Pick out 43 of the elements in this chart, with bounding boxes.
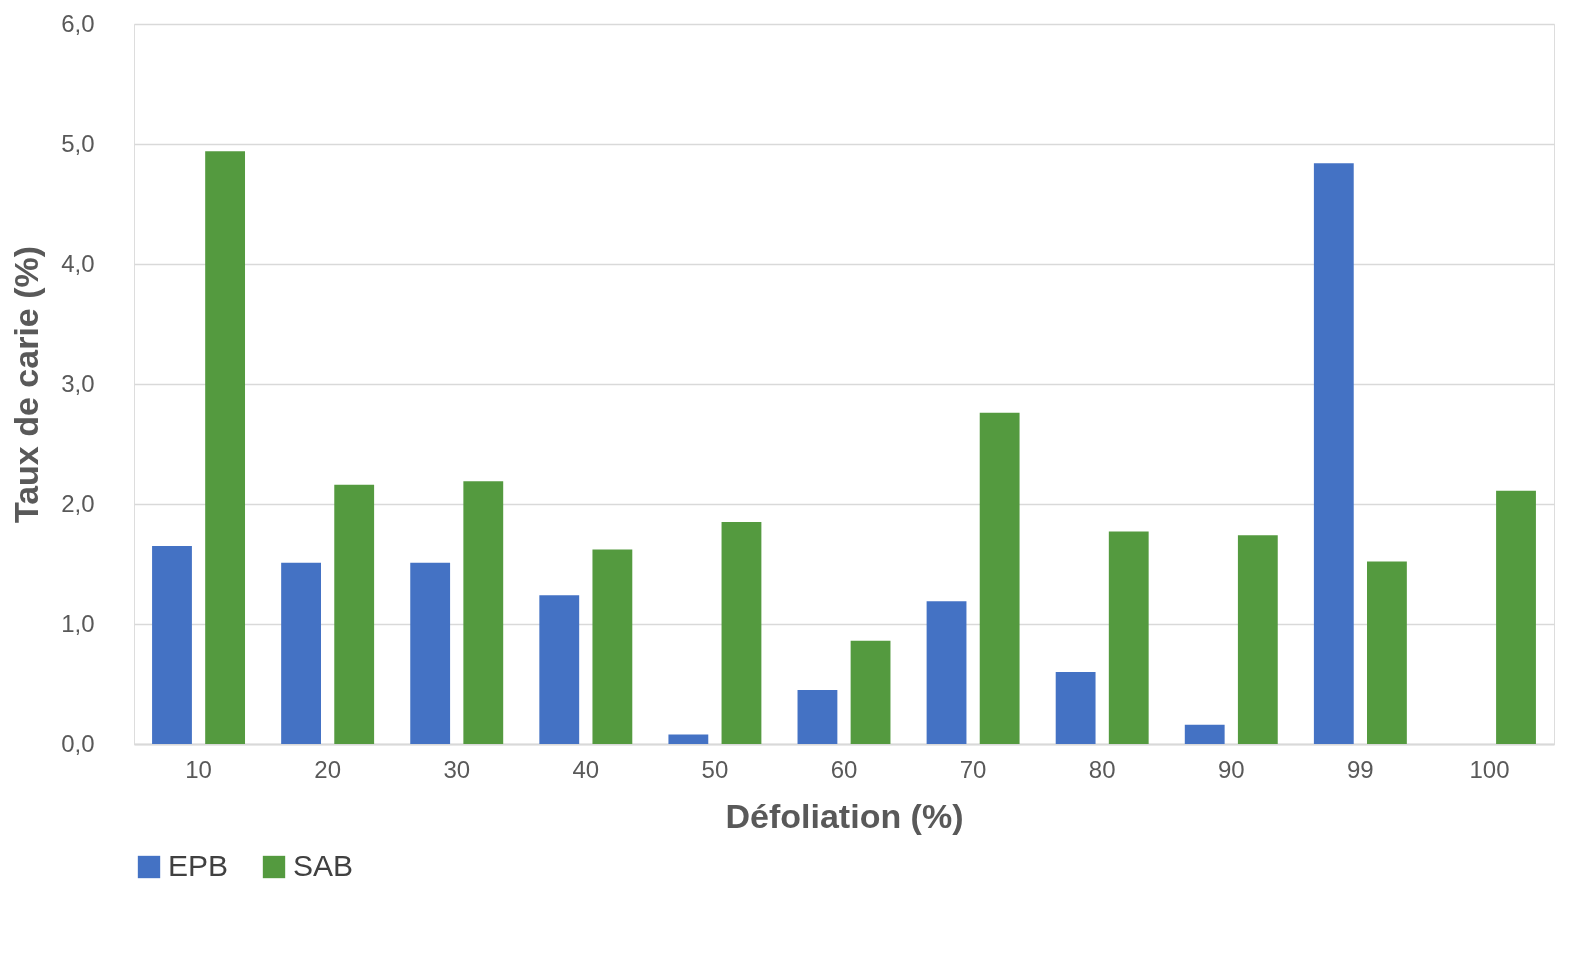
y-tick-label: 3,0 [61, 369, 95, 397]
bar [592, 549, 633, 744]
x-tick-label: 10 [185, 755, 212, 783]
x-tick-label: 60 [830, 755, 858, 783]
x-axis-title: Défoliation (%) [725, 796, 964, 835]
x-tick-label: 99 [1347, 755, 1374, 783]
y-axis-title: Taux de carie (%) [7, 245, 46, 524]
bar [152, 546, 192, 744]
x-tick-label: 30 [443, 755, 471, 783]
bar [1313, 163, 1354, 744]
y-tick-label: 6,0 [61, 9, 95, 37]
x-tick-label: 40 [572, 755, 600, 783]
x-tick-label: 80 [1088, 755, 1116, 783]
bar [926, 601, 967, 744]
bar [1496, 490, 1536, 744]
x-tick-label: 50 [701, 755, 729, 783]
bar [1367, 561, 1407, 744]
bar [797, 690, 838, 744]
bar [721, 522, 762, 744]
bar [850, 640, 891, 744]
bar [668, 734, 709, 744]
bar [334, 484, 375, 744]
legend-label: SAB [293, 849, 354, 882]
y-tick-label: 1,0 [61, 609, 95, 637]
bar [1184, 724, 1225, 744]
bar [281, 562, 321, 744]
y-tick-label: 2,0 [61, 489, 95, 517]
x-tick-label: 20 [314, 755, 341, 783]
y-tick-label: 0,0 [61, 729, 95, 757]
bar [539, 595, 580, 744]
bar [410, 562, 451, 744]
bar [979, 412, 1020, 744]
x-tick-label: 100 [1469, 755, 1510, 783]
bar [463, 481, 504, 744]
x-tick-label: 90 [1217, 755, 1245, 783]
bar [1237, 535, 1278, 744]
y-tick-label: 5,0 [61, 129, 95, 157]
bar [205, 151, 246, 744]
legend-label: EPB [168, 849, 229, 882]
bar [1108, 531, 1149, 744]
bar [1055, 672, 1096, 744]
y-tick-label: 4,0 [61, 249, 95, 277]
x-tick-label: 70 [959, 755, 987, 783]
